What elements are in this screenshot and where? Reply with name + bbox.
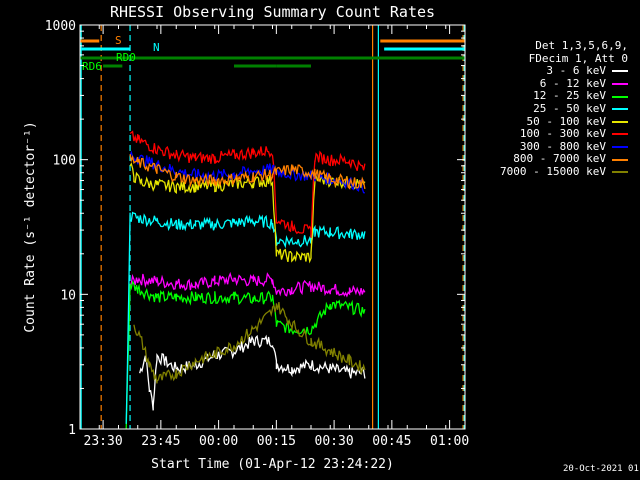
legend-header-1: FDecim 1, Att 0 bbox=[528, 51, 628, 65]
legend-header-0: Det 1,3,5,6,9, bbox=[535, 39, 628, 52]
legend-item: 6 - 12 keV bbox=[478, 76, 628, 91]
x-tick-label-0: 23:30 bbox=[84, 434, 123, 449]
annotation-n: N bbox=[153, 41, 160, 54]
legend-item: 12 - 25 keV bbox=[478, 90, 628, 103]
legend-swatch bbox=[612, 146, 628, 149]
legend-label: 3 - 6 keV bbox=[546, 64, 606, 78]
legend-label: 6 - 12 keV bbox=[539, 76, 606, 90]
series-line-6 bbox=[129, 150, 365, 194]
legend-swatch bbox=[612, 133, 628, 136]
legend-label: 800 - 7000 keV bbox=[513, 152, 606, 166]
legend-swatch bbox=[612, 171, 628, 174]
series-line-1 bbox=[129, 271, 366, 298]
legend-swatch bbox=[612, 158, 628, 161]
x-tick-label-2: 00:00 bbox=[199, 434, 238, 449]
legend-swatch bbox=[612, 83, 628, 86]
y-tick-label-10: 10 bbox=[60, 288, 76, 303]
legend-item: 3 - 6 keV bbox=[478, 65, 628, 78]
legend-label: 12 - 25 keV bbox=[533, 89, 606, 103]
legend-item: 800 - 7000 keV bbox=[478, 153, 628, 166]
x-tick-label-1: 23:45 bbox=[141, 434, 180, 449]
legend-item: 100 - 300 keV bbox=[478, 128, 628, 141]
chart-title: RHESSI Observing Summary Count Rates bbox=[110, 3, 435, 21]
legend-label: 50 - 100 keV bbox=[526, 114, 606, 128]
legend-swatch bbox=[612, 95, 628, 98]
series-line-0 bbox=[139, 334, 366, 411]
y-tick-label-1: 1 bbox=[68, 423, 76, 438]
x-tick-label-5: 00:45 bbox=[372, 434, 411, 449]
legend-item: 7000 - 15000 keV bbox=[478, 164, 628, 179]
legend-label: 25 - 50 keV bbox=[533, 101, 606, 115]
legend-label: 300 - 800 keV bbox=[519, 139, 606, 153]
x-tick-label-6: 01:00 bbox=[430, 434, 469, 449]
legend-label: 7000 - 15000 keV bbox=[500, 164, 606, 178]
x-tick-label-4: 00:30 bbox=[315, 434, 354, 449]
legend-swatch bbox=[612, 108, 628, 111]
legend-swatch bbox=[612, 70, 628, 73]
footer-date: 20-Oct-2021 01:05 bbox=[563, 464, 640, 474]
y-tick-label-100: 100 bbox=[53, 154, 76, 169]
y-tick-label-1000: 1000 bbox=[45, 19, 76, 34]
legend-label: 100 - 300 keV bbox=[519, 127, 606, 141]
x-tick-label-3: 00:15 bbox=[257, 434, 296, 449]
series-line-2 bbox=[125, 280, 366, 430]
annotation-s: S bbox=[115, 34, 122, 47]
annotation-rd0: RD0 bbox=[116, 51, 136, 64]
series-line-3 bbox=[125, 211, 366, 424]
series-line-7 bbox=[129, 153, 366, 190]
series-line-8 bbox=[133, 301, 366, 384]
legend-item: 300 - 800 keV bbox=[478, 139, 628, 154]
annotation-rd6: RD6 bbox=[82, 60, 102, 73]
series-line-5 bbox=[129, 130, 366, 238]
x-axis-label: Start Time (01-Apr-12 23:24:22) bbox=[151, 457, 394, 472]
y-axis-label: Count Rate (s⁻¹ detector⁻¹) bbox=[23, 121, 38, 332]
legend-item: 50 - 100 keV bbox=[478, 114, 628, 129]
legend-item: 25 - 50 keV bbox=[478, 101, 628, 116]
legend-swatch bbox=[612, 120, 628, 123]
